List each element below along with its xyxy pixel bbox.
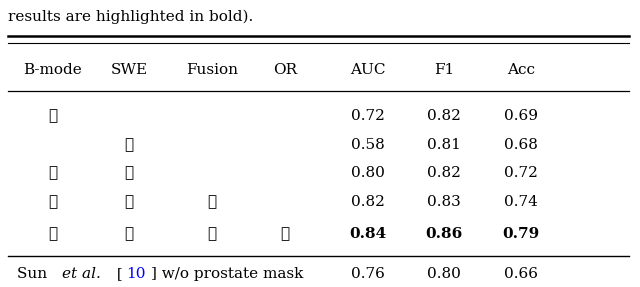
Text: ✓: ✓ — [207, 228, 216, 241]
Text: OR: OR — [273, 63, 297, 77]
Text: 0.80: 0.80 — [428, 267, 461, 281]
Text: AUC: AUC — [350, 63, 385, 77]
Text: 0.80: 0.80 — [351, 166, 385, 180]
Text: ✓: ✓ — [124, 138, 133, 152]
Text: et al.: et al. — [62, 267, 101, 281]
Text: ✓: ✓ — [48, 228, 57, 241]
Text: 0.69: 0.69 — [504, 110, 538, 123]
Text: B-mode: B-mode — [23, 63, 82, 77]
Text: ] w/o prostate mask: ] w/o prostate mask — [151, 267, 303, 281]
Text: Sun: Sun — [17, 267, 52, 281]
Text: 0.76: 0.76 — [351, 267, 385, 281]
Text: 0.72: 0.72 — [504, 166, 538, 180]
Text: 10: 10 — [126, 267, 145, 281]
Text: ✓: ✓ — [124, 166, 133, 180]
Text: ✓: ✓ — [48, 166, 57, 180]
Text: 0.72: 0.72 — [351, 110, 385, 123]
Text: 0.81: 0.81 — [428, 138, 461, 152]
Text: 0.74: 0.74 — [504, 195, 538, 209]
Text: 0.82: 0.82 — [428, 110, 461, 123]
Text: ✓: ✓ — [48, 195, 57, 209]
Text: results are highlighted in bold).: results are highlighted in bold). — [8, 10, 253, 24]
Text: F1: F1 — [434, 63, 454, 77]
Text: [: [ — [112, 267, 123, 281]
Text: ✓: ✓ — [124, 195, 133, 209]
Text: 0.86: 0.86 — [426, 228, 463, 241]
Text: SWE: SWE — [110, 63, 147, 77]
Text: 0.82: 0.82 — [351, 195, 385, 209]
Text: 0.82: 0.82 — [428, 166, 461, 180]
Text: ✓: ✓ — [207, 195, 216, 209]
Text: ✓: ✓ — [48, 110, 57, 123]
Text: 0.83: 0.83 — [428, 195, 461, 209]
Text: Acc: Acc — [507, 63, 535, 77]
Text: ✓: ✓ — [124, 228, 133, 241]
Text: 0.68: 0.68 — [504, 138, 538, 152]
Text: 0.84: 0.84 — [349, 228, 387, 241]
Text: 0.58: 0.58 — [351, 138, 385, 152]
Text: ✓: ✓ — [280, 228, 289, 241]
Text: Fusion: Fusion — [186, 63, 237, 77]
Text: 0.66: 0.66 — [504, 267, 538, 281]
Text: 0.79: 0.79 — [502, 228, 540, 241]
